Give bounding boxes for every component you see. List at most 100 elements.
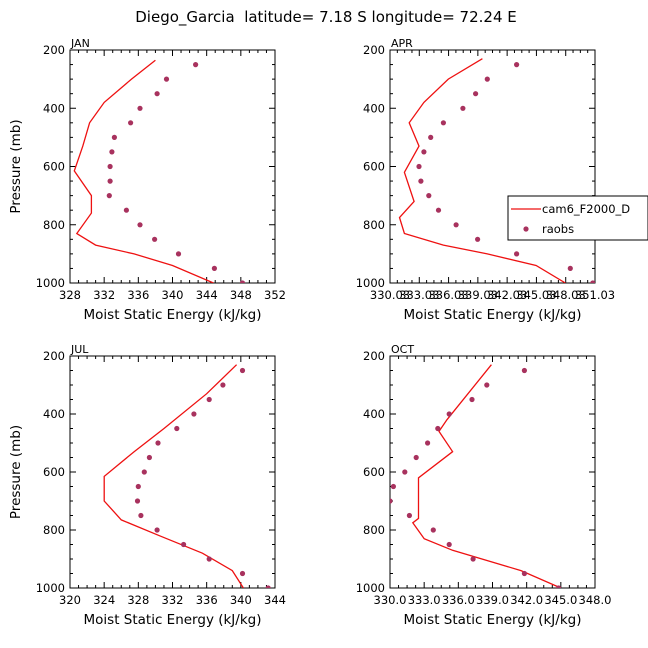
- y-tick-label: 200: [363, 43, 385, 57]
- panel-label: JUL: [70, 343, 89, 356]
- y-tick-label: 600: [363, 160, 385, 174]
- raobs-point: [521, 367, 528, 374]
- x-tick-label: 332: [162, 593, 184, 607]
- raobs-point: [191, 411, 197, 417]
- raobs-point: [181, 541, 187, 548]
- figure-title: Diego_Garcia latitude= 7.18 S longitude=…: [135, 8, 516, 27]
- x-tick-label: 336: [127, 288, 149, 302]
- raobs-point: [421, 149, 427, 155]
- raobs-point: [418, 178, 424, 184]
- x-axis-label: Moist Static Energy (kJ/kg): [84, 307, 262, 323]
- plot-frame: [69, 355, 276, 589]
- raobs-point: [402, 469, 408, 475]
- raobs-point: [484, 382, 490, 388]
- y-tick-label: 200: [363, 349, 385, 363]
- panel-label: OCT: [391, 343, 414, 356]
- model-profile-line: [73, 59, 214, 283]
- x-tick-label: 351.03: [575, 288, 615, 302]
- y-tick-label: 400: [43, 101, 65, 115]
- x-tick-label: 328: [127, 593, 149, 607]
- raobs-point: [406, 512, 412, 519]
- raobs-point: [521, 570, 528, 577]
- y-tick-label: 600: [43, 160, 65, 174]
- x-tick-label: 324: [93, 593, 115, 607]
- y-tick-label: 800: [43, 523, 65, 537]
- x-tick-label: 320: [59, 593, 81, 607]
- y-tick-label: 200: [43, 349, 65, 363]
- x-tick-label: 330.0: [374, 593, 407, 607]
- raobs-point: [473, 91, 479, 97]
- raobs-point: [175, 251, 182, 257]
- plot-frame: [69, 49, 276, 284]
- raobs-point: [138, 512, 144, 519]
- raobs-point: [107, 178, 113, 184]
- raobs-point: [446, 411, 452, 417]
- legend-box: [507, 195, 648, 241]
- raobs-point: [390, 498, 393, 504]
- raobs-point: [265, 585, 271, 588]
- x-tick-label: 348: [230, 288, 252, 302]
- raobs-point: [174, 425, 180, 432]
- x-tick-label: 336.0: [442, 593, 475, 607]
- y-tick-label: 1000: [36, 276, 65, 290]
- raobs-point: [135, 483, 141, 490]
- raobs-point: [425, 440, 431, 446]
- x-tick-label: 344: [264, 593, 286, 607]
- legend-marker-swatch: [523, 226, 529, 232]
- x-tick-label: 339.03: [458, 288, 498, 302]
- raobs-point: [106, 193, 112, 199]
- y-tick-label: 1000: [36, 581, 65, 595]
- raobs-point: [206, 396, 212, 403]
- raobs-point: [137, 222, 143, 228]
- raobs-point: [163, 76, 170, 82]
- x-tick-label: 336.03: [428, 288, 468, 302]
- raobs-point: [220, 382, 226, 388]
- y-tick-label: 1000: [356, 276, 385, 290]
- raobs-point: [426, 193, 432, 199]
- plot-frame: [389, 355, 596, 589]
- legend-label-model: cam6_F2000_D: [542, 202, 630, 216]
- x-tick-label: 352: [264, 288, 286, 302]
- y-tick-label: 1000: [356, 581, 385, 595]
- raobs-point: [453, 222, 459, 228]
- panels: JAN 328 332 336 340 344 348 352 200 400 600 800 1000…: [8, 37, 648, 628]
- plot-data: [103, 364, 271, 588]
- x-tick-label: 345.03: [516, 288, 556, 302]
- y-tick-label: 400: [363, 101, 385, 115]
- y-tick-label: 200: [43, 43, 65, 57]
- chart-panel-jan: JAN 328 332 336 340 344 348 352 200 400 600 800 1000…: [8, 37, 286, 323]
- raobs-point: [446, 541, 452, 548]
- x-tick-label: 333.03: [399, 288, 439, 302]
- x-tick-label: 342.0: [510, 593, 543, 607]
- y-tick-label: 600: [43, 465, 65, 479]
- plot-data: [73, 59, 246, 283]
- raobs-point: [475, 236, 481, 242]
- raobs-point: [470, 556, 476, 562]
- y-tick-label: 400: [43, 407, 65, 421]
- raobs-point: [239, 570, 246, 577]
- raobs-point: [206, 556, 212, 562]
- raobs-point: [134, 498, 141, 504]
- x-tick-label: 336: [196, 593, 218, 607]
- plot-data: [390, 364, 562, 588]
- raobs-point: [416, 163, 422, 170]
- y-axis-label: Pressure (mb): [8, 425, 24, 519]
- x-tick-label: 348.0: [579, 593, 612, 607]
- raobs-point: [514, 62, 520, 68]
- raobs-point: [146, 454, 152, 461]
- y-tick-label: 800: [363, 523, 385, 537]
- x-tick-label: 328: [59, 288, 81, 302]
- raobs-point: [428, 134, 434, 140]
- raobs-point: [155, 440, 161, 446]
- raobs-point: [154, 527, 160, 533]
- x-tick-label: 340: [230, 593, 252, 607]
- raobs-point: [211, 265, 217, 271]
- x-tick-label: 345.0: [544, 593, 577, 607]
- raobs-point: [435, 207, 442, 213]
- x-tick-label: 340: [162, 288, 184, 302]
- model-profile-line: [398, 58, 566, 283]
- y-tick-label: 400: [363, 407, 385, 421]
- raobs-point: [556, 585, 562, 588]
